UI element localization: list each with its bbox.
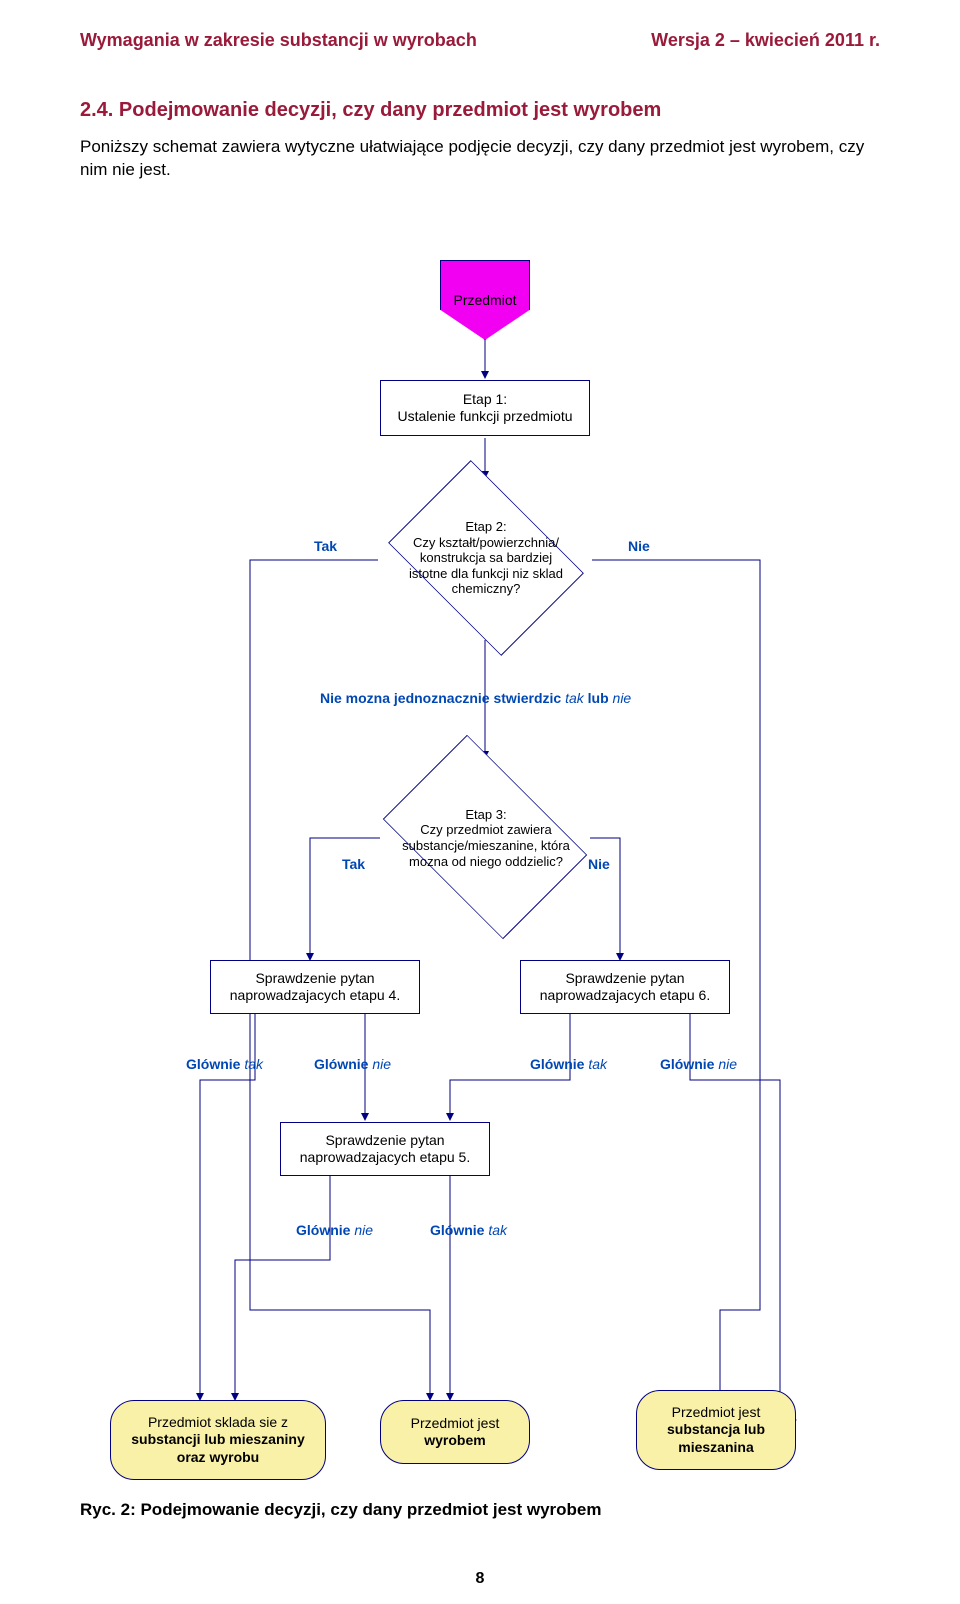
note-unclear-pre: Nie mozna jednoznacznie stwierdzic [320,690,565,706]
note-unclear-mid: lub [584,690,613,706]
header-left: Wymagania w zakresie substancji w wyroba… [80,30,477,51]
edge-d3-nie-text: Nie [588,856,610,872]
section-number: 2.4. [80,99,113,121]
header-right: Wersja 2 – kwiecień 2011 r. [651,30,880,51]
edge-d3-tak: Tak [342,856,365,872]
edge-c5-gn-p: Glównie [296,1222,354,1238]
edge-c4-gt-p: Glównie [186,1056,244,1072]
page-number: 8 [0,1570,960,1588]
flow-start-label: Przedmiot [453,292,516,308]
edge-c6-gn-i: nie [718,1056,737,1072]
flow-term-right: Przedmiot jest substancja lub mieszanina [636,1390,796,1470]
edge-c6-gt: Glównie tak [530,1056,607,1072]
flow-check6: Sprawdzenie pytan naprowadzajacych etapu… [520,960,730,1014]
edge-c5-gt-p: Glównie [430,1222,488,1238]
flow-term-mid: Przedmiot jest wyrobem [380,1400,530,1464]
flow-decision3-text: Etap 3: Czy przedmiot zawiera substancje… [402,807,570,869]
flow-term-left-text: Przedmiot sklada sie z substancji lub mi… [131,1414,305,1467]
edge-c6-gn-p: Glównie [660,1056,718,1072]
flow-check6-text: Sprawdzenie pytan naprowadzajacych etapu… [540,970,710,1005]
edge-c6-gt-i: tak [588,1056,607,1072]
term-mid-pre: Przedmiot jest [411,1415,500,1431]
edge-c5-gt: Glównie tak [430,1222,507,1238]
edge-c4-gn-i: nie [372,1056,391,1072]
term-right-pre: Przedmiot jest [672,1404,761,1420]
section-title: Podejmowanie decyzji, czy dany przedmiot… [119,99,661,121]
edge-d2-tak-text: Tak [314,538,337,554]
flow-note-unclear: Nie mozna jednoznacznie stwierdzic tak l… [320,690,631,706]
flow-check5: Sprawdzenie pytan naprowadzajacych etapu… [280,1122,490,1176]
edge-d2-nie-text: Nie [628,538,650,554]
edge-c5-gn-i: nie [354,1222,373,1238]
note-unclear-nie: nie [613,690,632,706]
section-heading: 2.4. Podejmowanie decyzji, czy dany prze… [80,99,880,122]
edge-c5-gt-i: tak [488,1222,507,1238]
flow-term-mid-text: Przedmiot jest wyrobem [411,1415,500,1450]
term-right-bold: substancja lub mieszanina [667,1421,765,1455]
edge-d2-nie: Nie [628,538,650,554]
edge-c4-gn-p: Glównie [314,1056,372,1072]
flow-decision3: Etap 3: Czy przedmiot zawiera substancje… [376,758,596,918]
edge-d3-tak-text: Tak [342,856,365,872]
term-mid-bold: wyrobem [424,1432,485,1448]
flow-term-left: Przedmiot sklada sie z substancji lub mi… [110,1400,326,1480]
flow-decision2-text: Etap 2: Czy kształt/powierzchnia/ konstr… [409,519,563,597]
flow-step1-text: Etap 1: Ustalenie funkcji przedmiotu [397,391,572,426]
figure-caption: Ryc. 2: Podejmowanie decyzji, czy dany p… [80,1500,602,1520]
flow-term-right-text: Przedmiot jest substancja lub mieszanina [667,1404,765,1457]
flow-check4: Sprawdzenie pytan naprowadzajacych etapu… [210,960,420,1014]
term-left-pre: Przedmiot sklada sie z [148,1414,288,1430]
note-unclear-tak: tak [565,690,584,706]
edge-c4-gn: Glównie nie [314,1056,391,1072]
flow-check5-text: Sprawdzenie pytan naprowadzajacych etapu… [300,1132,470,1167]
flowchart: Przedmiot Etap 1: Ustalenie funkcji prze… [80,260,880,1460]
edge-c5-gn: Glównie nie [296,1222,373,1238]
flow-step1: Etap 1: Ustalenie funkcji przedmiotu [380,380,590,436]
edge-c6-gt-p: Glównie [530,1056,588,1072]
edge-d2-tak: Tak [314,538,337,554]
term-left-bold: substancji lub mieszaniny oraz wyrobu [131,1431,305,1465]
edge-c6-gn: Glównie nie [660,1056,737,1072]
flow-decision2: Etap 2: Czy kształt/powierzchnia/ konstr… [376,478,596,638]
edge-c4-gt: Glównie tak [186,1056,263,1072]
edge-c4-gt-i: tak [244,1056,263,1072]
flow-start: Przedmiot [440,260,530,340]
edge-d3-nie: Nie [588,856,610,872]
section-intro: Poniższy schemat zawiera wytyczne ułatwi… [80,136,880,182]
flow-check4-text: Sprawdzenie pytan naprowadzajacych etapu… [230,970,400,1005]
